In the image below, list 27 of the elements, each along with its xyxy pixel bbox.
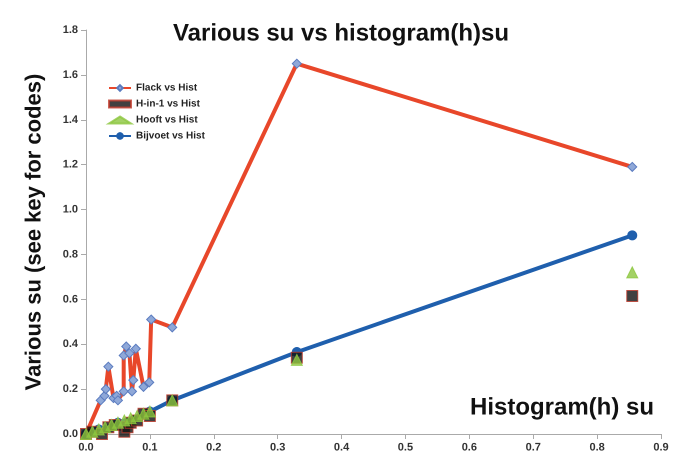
x-tick-label: 0.5 bbox=[398, 442, 414, 454]
y-tick-label: 0.8 bbox=[62, 248, 78, 260]
y-tick-label: 1.0 bbox=[62, 204, 78, 216]
x-axis-title: Histogram(h) su bbox=[470, 394, 654, 420]
x-tick-label: 0.6 bbox=[462, 442, 477, 454]
legend-label: Hooft vs Hist bbox=[136, 114, 198, 126]
legend-label: H-in-1 vs Hist bbox=[136, 98, 201, 110]
y-tick-label: 0.0 bbox=[62, 428, 78, 440]
x-tick-label: 0.4 bbox=[334, 442, 350, 454]
y-axis-title: Various su (see key for codes) bbox=[20, 74, 46, 390]
x-tick-label: 0.7 bbox=[526, 442, 541, 454]
y-tick-label: 0.6 bbox=[62, 293, 78, 306]
x-tick-label: 0.1 bbox=[142, 442, 158, 454]
legend-label: Flack vs Hist bbox=[136, 82, 198, 94]
x-tick-label: 0.0 bbox=[78, 442, 94, 454]
legend-label: Bijvoet vs Hist bbox=[136, 130, 206, 142]
y-tick-label: 1.8 bbox=[62, 24, 78, 36]
chart-title: Various su vs histogram(h)su bbox=[172, 20, 510, 46]
y-tick-label: 1.2 bbox=[62, 158, 78, 171]
x-tick-label: 0.9 bbox=[653, 442, 669, 454]
x-tick-label: 0.3 bbox=[270, 442, 286, 454]
x-tick-label: 0.2 bbox=[206, 442, 222, 454]
x-tick-label: 0.8 bbox=[589, 442, 605, 454]
y-tick-label: 1.4 bbox=[62, 114, 79, 126]
y-tick-label: 1.6 bbox=[62, 68, 78, 81]
y-tick-label: 0.2 bbox=[62, 383, 78, 396]
y-tick-label: 0.4 bbox=[62, 338, 79, 350]
